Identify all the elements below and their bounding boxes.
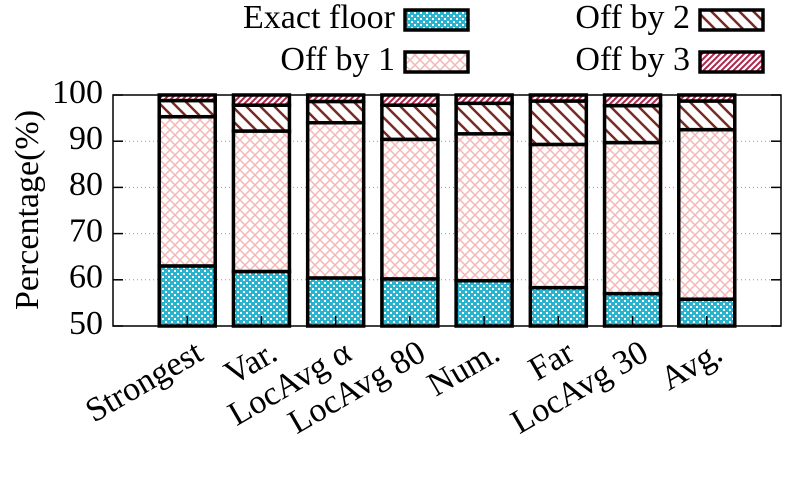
legend-swatch (698, 8, 765, 32)
bar-segment (602, 140, 663, 296)
legend-swatch (403, 8, 470, 32)
bar-segment (231, 93, 292, 107)
x-tick-label: Avg. (654, 334, 728, 398)
bar-segment (528, 93, 589, 103)
bar-segment (305, 120, 366, 280)
y-tick-label: 80 (69, 166, 103, 203)
x-tick-label: Num. (421, 334, 506, 404)
x-tick-label: LocAvg 30 (505, 334, 655, 442)
legend-label: Off by 1 (280, 41, 395, 78)
legend-swatch (403, 50, 470, 74)
y-tick-label: 60 (69, 259, 103, 296)
bar-segment (231, 129, 292, 274)
bar-segment (454, 93, 514, 106)
bar-segment (305, 93, 366, 104)
bar-segment (380, 93, 440, 107)
bar-segment (454, 132, 514, 283)
y-tick-label: 100 (52, 74, 103, 111)
legend-label: Exact floor (243, 0, 396, 36)
bar-segment (602, 93, 663, 108)
legend-label: Off by 3 (575, 41, 690, 78)
x-tick-label: Strongest (79, 333, 209, 430)
legend-swatch (698, 50, 765, 74)
bar-segment (528, 142, 589, 290)
y-axis-label: Percentage(%) (9, 110, 46, 310)
bar-segment (677, 99, 737, 132)
y-tick-label: 50 (69, 305, 103, 342)
bar-segment (157, 98, 217, 119)
bar-segment (454, 101, 514, 136)
bar-segment (305, 99, 366, 125)
bar-segment (528, 99, 589, 147)
bar-segment (231, 103, 292, 133)
bar-segment (157, 93, 217, 103)
y-tick-label: 70 (69, 212, 103, 249)
bar-segment (380, 103, 440, 142)
y-tick-label: 90 (69, 120, 103, 157)
bar-segment (157, 114, 217, 268)
bar-segment (677, 93, 737, 103)
bar-segment (380, 137, 440, 281)
plot-frame (112, 94, 782, 327)
bar-segment (602, 103, 663, 145)
legend-label: Off by 2 (575, 0, 690, 36)
bar-segment (677, 127, 737, 301)
